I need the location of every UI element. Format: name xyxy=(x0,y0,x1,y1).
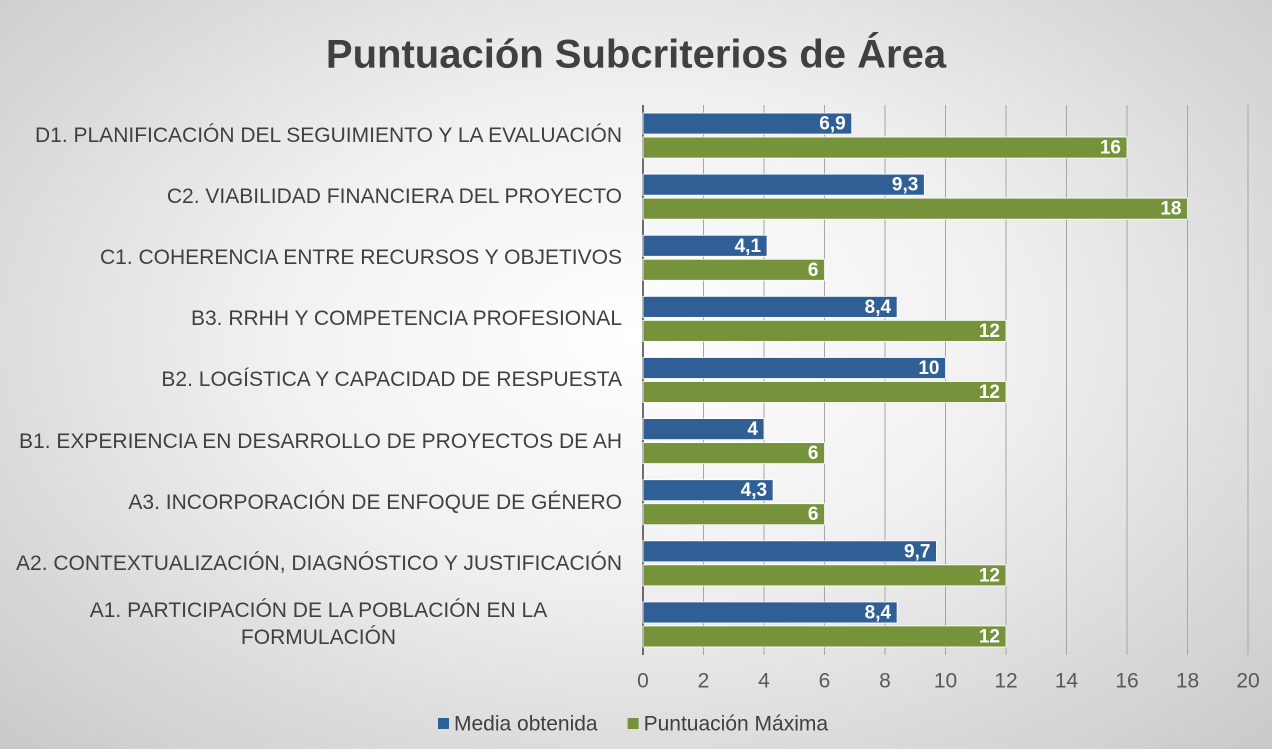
bar xyxy=(642,234,768,257)
legend-swatch xyxy=(438,718,449,729)
data-label: 18 xyxy=(1160,199,1181,220)
y-tick-label-box: A3. INCORPORACIÓN DE ENFOQUE DE GÉNERO xyxy=(15,472,622,533)
data-label: 4,1 xyxy=(735,236,762,257)
y-tick-label: B1. EXPERIENCIA EN DESARROLLO DE PROYECT… xyxy=(19,429,622,453)
legend-swatch xyxy=(627,718,639,729)
x-tick-label: 10 xyxy=(934,670,957,693)
x-tick-label: 12 xyxy=(994,670,1017,693)
x-tick-label: 4 xyxy=(758,670,770,693)
x-tick-label: 6 xyxy=(819,670,831,693)
bar xyxy=(642,540,937,563)
data-label: 4 xyxy=(747,419,758,440)
y-tick-label-box: C1. COHERENCIA ENTRE RECURSOS Y OBJETIVO… xyxy=(15,227,622,288)
bar xyxy=(642,197,1188,220)
data-label: 12 xyxy=(979,382,1000,403)
bar xyxy=(642,381,1007,403)
bar xyxy=(642,136,1128,159)
data-label: 12 xyxy=(979,321,1000,342)
data-label: 4,3 xyxy=(741,480,767,501)
y-tick-label-box: C2. VIABILIDAD FINANCIERA DEL PROYECTO xyxy=(15,166,622,227)
y-tick-label-box: B2. LOGÍSTICA Y CAPACIDAD DE RESPUESTA xyxy=(15,349,622,410)
data-label: 8,4 xyxy=(865,297,892,318)
y-tick-label: B2. LOGÍSTICA Y CAPACIDAD DE RESPUESTA xyxy=(161,368,622,392)
legend-label: Puntuación Máxima xyxy=(644,713,829,736)
bar xyxy=(642,319,1007,342)
data-label: 9,7 xyxy=(904,541,930,562)
y-tick-label: A3. INCORPORACIÓN DE ENFOQUE DE GÉNERO xyxy=(128,490,622,514)
bar xyxy=(642,173,925,196)
y-tick-label: C2. VIABILIDAD FINANCIERA DEL PROYECTO xyxy=(166,185,622,209)
bar xyxy=(642,601,898,624)
bar xyxy=(642,418,765,441)
bar xyxy=(642,625,1007,648)
bar xyxy=(642,258,825,281)
y-tick-label: C1. COHERENCIA ENTRE RECURSOS Y OBJETIVO… xyxy=(99,246,622,270)
y-tick-label-box: A1. PARTICIPACIÓN DE LA POBLACIÓN EN LA … xyxy=(15,594,622,655)
y-tick-label: D1. PLANIFICACIÓN DEL SEGUIMIENTO Y LA E… xyxy=(34,124,622,147)
y-tick-label-box: B1. EXPERIENCIA EN DESARROLLO DE PROYECT… xyxy=(15,411,622,472)
chart-title: Puntuación Subcriterios de Área xyxy=(326,32,947,77)
bar xyxy=(642,479,774,502)
data-label: 6,9 xyxy=(819,114,845,135)
data-label: 12 xyxy=(979,565,1000,586)
data-label: 6 xyxy=(808,504,819,525)
y-tick-label-box: A2. CONTEXTUALIZACIÓN, DIAGNÓSTICO Y JUS… xyxy=(15,533,622,594)
bar xyxy=(642,295,898,318)
x-tick-label: 14 xyxy=(1055,670,1079,693)
data-label: 8,4 xyxy=(865,602,892,623)
bar xyxy=(642,503,825,526)
bar xyxy=(642,442,825,465)
data-label: 9,3 xyxy=(892,175,918,196)
bar xyxy=(642,112,853,135)
x-tick-label: 0 xyxy=(637,670,649,693)
bar xyxy=(642,564,1007,587)
x-tick-label: 20 xyxy=(1236,670,1259,693)
y-tick-label: A1. PARTICIPACIÓN DE LA POBLACIÓN EN LA … xyxy=(89,599,548,650)
y-tick-label-box: B3. RRHH Y COMPETENCIA PROFESIONAL xyxy=(15,288,622,349)
y-tick-label: B3. RRHH Y COMPETENCIA PROFESIONAL xyxy=(191,307,622,331)
bar xyxy=(642,357,946,379)
data-label: 16 xyxy=(1100,138,1121,159)
x-tick-label: 8 xyxy=(879,670,891,693)
data-label: 6 xyxy=(808,260,819,281)
x-tick-label: 16 xyxy=(1115,670,1138,693)
data-label: 6 xyxy=(808,443,819,464)
data-label: 12 xyxy=(979,626,1000,647)
legend-label: Media obtenida xyxy=(454,713,598,736)
x-tick-label: 18 xyxy=(1176,670,1199,693)
y-tick-label: A2. CONTEXTUALIZACIÓN, DIAGNÓSTICO Y JUS… xyxy=(16,551,622,575)
x-tick-label: 2 xyxy=(698,670,710,693)
data-label: 10 xyxy=(918,358,939,379)
y-tick-label-box: D1. PLANIFICACIÓN DEL SEGUIMIENTO Y LA E… xyxy=(15,105,622,166)
